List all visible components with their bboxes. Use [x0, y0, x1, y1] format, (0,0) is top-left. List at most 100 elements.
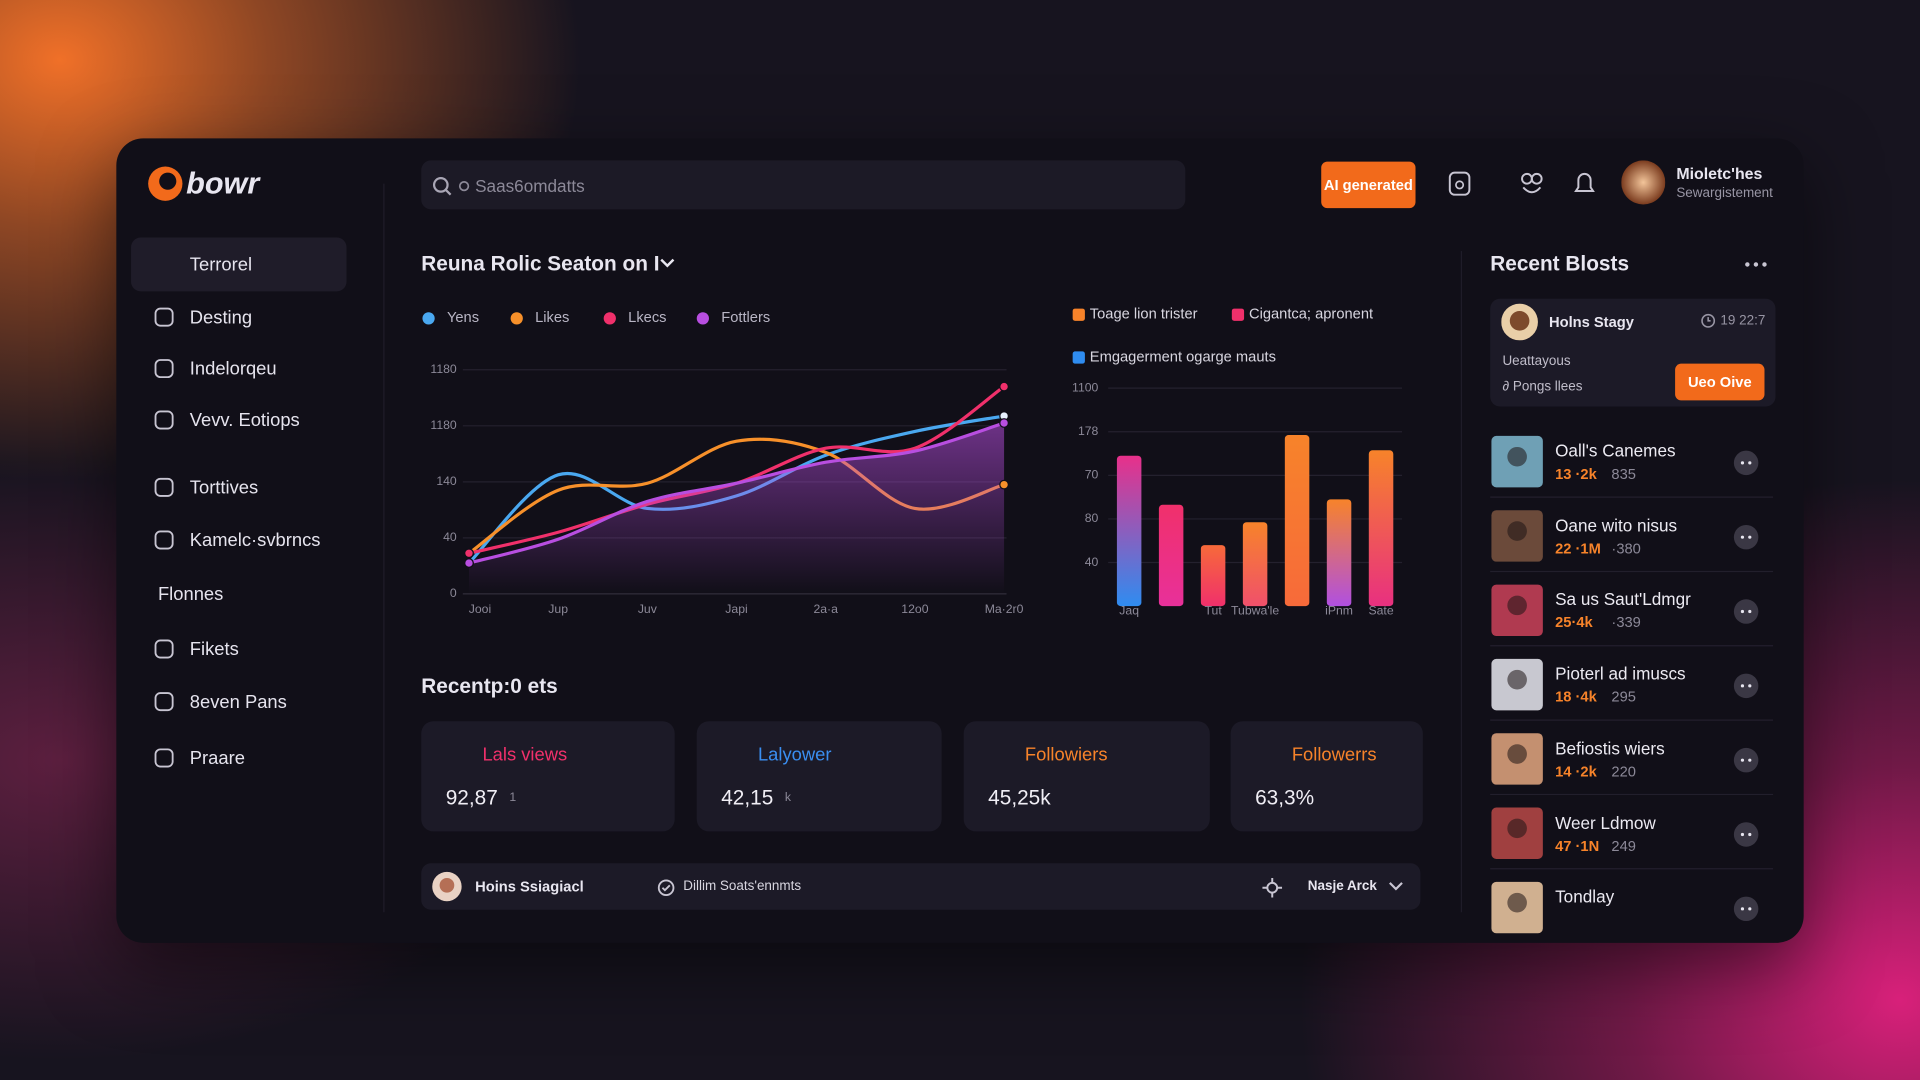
y-tick-label: 140 [436, 474, 457, 488]
nav-item[interactable]: Praare [189, 748, 245, 769]
post-title[interactable]: Pioterl ad imuscs [1555, 663, 1686, 684]
post-menu [1733, 747, 1759, 773]
x-tick-label: Tubwa'le [1231, 603, 1279, 617]
post-thumbnail-detail [1507, 818, 1527, 839]
bar [1368, 450, 1394, 607]
chart-title[interactable]: Reuna Rolic Seaton on I [421, 252, 660, 276]
point [999, 381, 1009, 392]
x-tick-label: iPnm [1325, 603, 1353, 617]
toolbar-icons [1448, 171, 1595, 196]
featured-name: Holns Stagy [1548, 313, 1634, 331]
legend-label: Toage lion trister [1090, 307, 1198, 323]
bar [1158, 504, 1184, 607]
x-tick-label: Jooi [469, 602, 491, 616]
post-title[interactable]: Tondlay [1555, 886, 1615, 907]
status-icon [657, 879, 675, 897]
stat-value: 92,87 [445, 786, 498, 810]
nav-item[interactable]: Vevv. Eotiops [189, 410, 300, 432]
post-title[interactable]: Oall's Canemes [1555, 440, 1676, 461]
clock-icon [1701, 313, 1716, 328]
search-box[interactable] [421, 160, 1186, 210]
nav-item[interactable]: Flonnes [157, 584, 224, 605]
nav-item[interactable]: Indelorqeu [189, 358, 277, 380]
stat-label: Lals views [482, 744, 568, 766]
chevron[interactable] [1387, 879, 1404, 894]
nav-icon [154, 639, 174, 659]
post-menu-dot [1748, 907, 1752, 911]
nav-item[interactable]: Terrorel [189, 254, 253, 276]
nav-item[interactable]: Torttives [189, 477, 259, 499]
featured-button[interactable]: Ueo Oive [1675, 363, 1765, 401]
nav-item[interactable]: 8even Pans [189, 691, 287, 713]
divider [383, 183, 385, 913]
posts-title: Recent Blosts [1490, 252, 1630, 276]
bar [1326, 499, 1352, 607]
chevron[interactable] [659, 256, 676, 271]
nav-item[interactable]: Desting [189, 307, 253, 329]
footer-action[interactable]: Nasje Arck [1307, 879, 1377, 894]
legend-swatch [1072, 351, 1085, 364]
post-title[interactable]: Befiostis wiers [1555, 738, 1665, 758]
line [467, 421, 1006, 565]
user-avatar[interactable] [1621, 160, 1666, 205]
y-tick-label: 0 [450, 586, 457, 600]
search-icon [432, 177, 470, 196]
brand[interactable]: bowr [186, 166, 260, 201]
bar [1116, 455, 1142, 607]
post-title[interactable]: Weer Ldmow [1555, 812, 1656, 833]
x-tick-label: 2a·a [813, 602, 838, 616]
stat-card[interactable] [963, 721, 1210, 832]
legend-label: Fottlers [721, 310, 770, 326]
post-count: 295 [1611, 688, 1636, 706]
y-tick-label: 1180 [430, 418, 457, 432]
post-menu-dot [1748, 461, 1752, 465]
post-menu-dot [1740, 832, 1745, 837]
post-menu-dot [1748, 684, 1752, 688]
nav-item[interactable]: Kamelc·svbrncs [189, 530, 321, 552]
legend-label: Cigantca; apronent [1249, 307, 1373, 323]
post-menu [1733, 673, 1759, 699]
nav-icon [154, 359, 174, 379]
legend-swatch [1072, 308, 1085, 321]
stat-card[interactable] [696, 721, 942, 832]
legend-swatch [422, 312, 435, 325]
post-stat: 18 ·4k [1555, 688, 1597, 706]
footer-bar[interactable] [421, 863, 1421, 910]
more-icon[interactable] [1744, 257, 1768, 272]
featured-line: Ueattayous [1502, 353, 1571, 369]
x-tick-label: Jaq [1119, 603, 1139, 617]
stat-card[interactable] [1230, 721, 1423, 832]
post-menu [1733, 599, 1759, 624]
x-tick-label: Juv [638, 602, 658, 616]
point [464, 558, 474, 568]
stat-card[interactable] [421, 721, 675, 832]
featured-line: ∂ Pongs llees [1502, 379, 1583, 395]
x-tick-label: Ma·2r0 [985, 602, 1024, 616]
featured-time: 19 22:7 [1720, 313, 1766, 329]
post-stat: 14 ·2k [1555, 762, 1597, 780]
footer-avatar [432, 871, 462, 902]
stat-label: Followiers [1024, 744, 1108, 766]
post-menu-dot [1740, 758, 1745, 762]
ai-button[interactable]: AI generated [1321, 161, 1416, 209]
nav-item[interactable]: Fikets [189, 639, 239, 661]
post-title[interactable]: Sa us Saut'Ldmgr [1555, 589, 1691, 610]
post-count: ·380 [1611, 539, 1641, 557]
post-thumbnail-detail [1507, 669, 1527, 690]
post-menu-dot [1740, 535, 1745, 539]
legend-label: Yens [447, 310, 479, 326]
legend-swatch [603, 312, 616, 325]
post-title[interactable]: Oane wito nisus [1555, 515, 1678, 535]
post-thumbnail-detail [1507, 521, 1527, 541]
post-menu-dot [1740, 684, 1745, 688]
legend-label: Likes [535, 310, 569, 326]
post-count: 220 [1611, 762, 1636, 780]
search-placeholder: Saas6omdatts [475, 176, 585, 196]
nav-active[interactable] [131, 237, 347, 292]
legend-swatch [510, 312, 523, 325]
legend-swatch [696, 312, 709, 325]
y-tick-label: 1100 [1072, 380, 1099, 394]
nav-icon [154, 748, 174, 768]
